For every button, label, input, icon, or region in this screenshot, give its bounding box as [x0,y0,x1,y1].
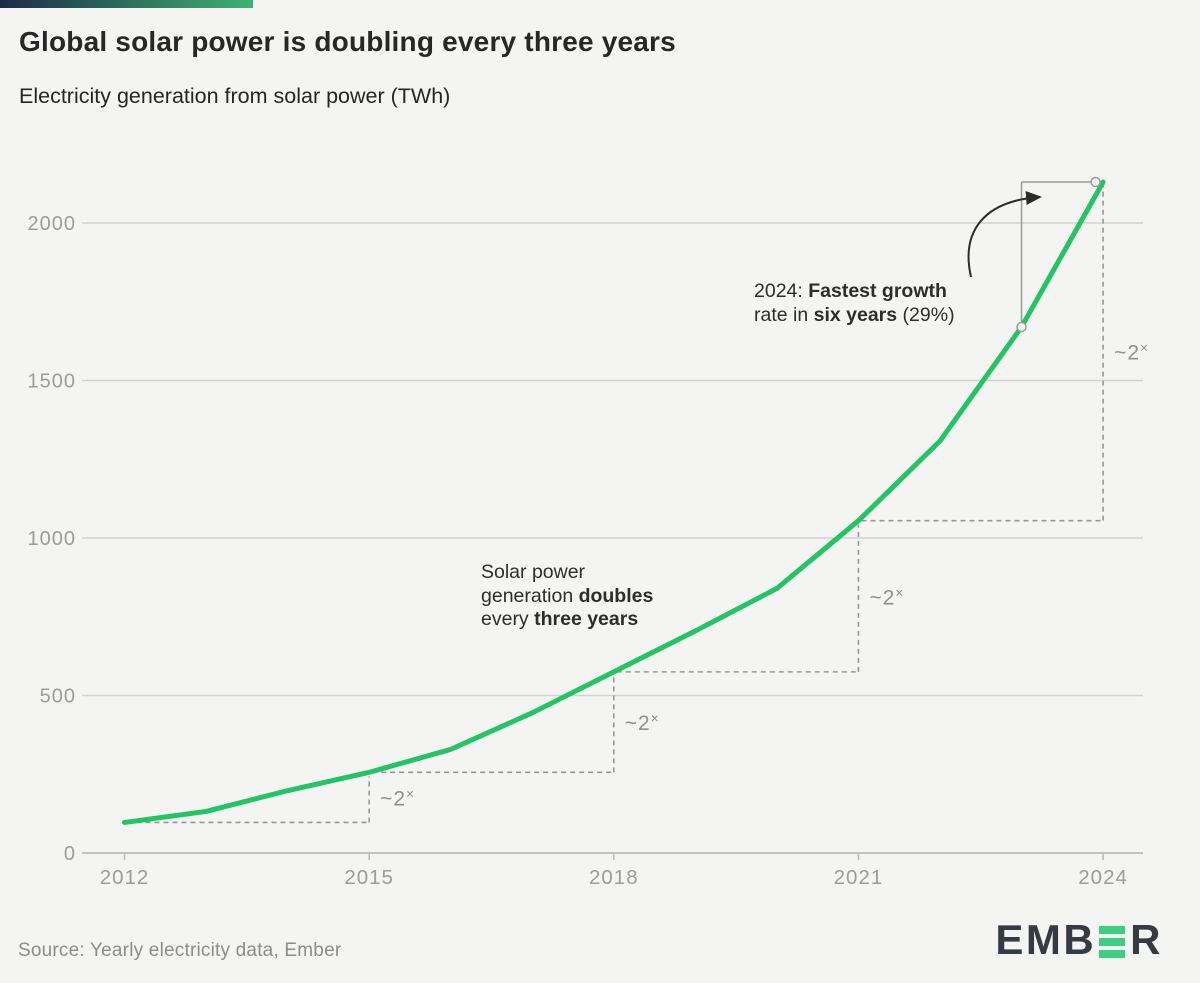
annotation-doubling-line2-bold: doubles [578,584,654,607]
x-tick-label: 2012 [100,866,150,889]
brand-accent-bar [0,0,253,8]
y-tick-label: 500 [40,686,76,708]
annotation-doubling-line2-pre: generation [481,584,579,607]
point-marker-2024 [1090,176,1101,188]
ember-logo: EMB R [995,919,1163,961]
x-tick-label: 2024 [1078,866,1128,889]
ember-logo-prefix: EMB [995,916,1097,963]
annotation-arrow [967,190,1042,278]
x-tick-label: 2018 [589,866,639,889]
chart-subtitle: Electricity generation from solar power … [19,84,451,108]
ember-logo-e-bar [1099,950,1126,958]
doubling-factor-label: ~2× [625,711,660,735]
ember-logo-suffix: R [1130,916,1163,963]
doubling-factor-label: ~2× [1114,340,1149,364]
source-credit: Source: Yearly electricity data, Ember [18,940,342,961]
doubling-factor-label: ~2× [380,786,415,810]
annotation-2024-growth: 2024: Fastest growth rate in six years (… [754,280,1014,327]
annotation-doubling-line1: Solar power [481,561,586,583]
annotation-doubling-line3-pre: every [481,608,535,630]
doubling-factor-label: ~2× [869,585,904,609]
page-title: Global solar power is doubling every thr… [19,26,676,57]
annotation-doubling: Solar power generation doubles every thr… [481,561,711,632]
ember-logo-e-bar [1099,938,1126,946]
ember-logo-e-icon [1099,926,1126,958]
solar-generation-line [122,179,1106,825]
point-marker-2023 [1016,321,1027,333]
annotation-2024-line2-pre: rate in [754,303,814,326]
annotation-doubling-line3-bold: three years [534,608,639,630]
y-tick-label: 1500 [28,371,77,393]
x-tick-label: 2021 [834,866,884,889]
x-tick-label: 2015 [344,866,394,889]
annotation-2024-line2-bold: six years [813,303,898,326]
annotation-2024-line1-pre: 2024: [754,280,809,302]
y-tick-label: 2000 [28,213,77,235]
annotation-2024-line1-bold: Fastest growth [808,280,947,302]
ember-logo-e-bar [1099,926,1126,934]
y-tick-label: 1000 [28,528,77,550]
y-tick-label: 0 [64,843,76,865]
annotation-2024-line2-post: (29%) [897,303,955,326]
